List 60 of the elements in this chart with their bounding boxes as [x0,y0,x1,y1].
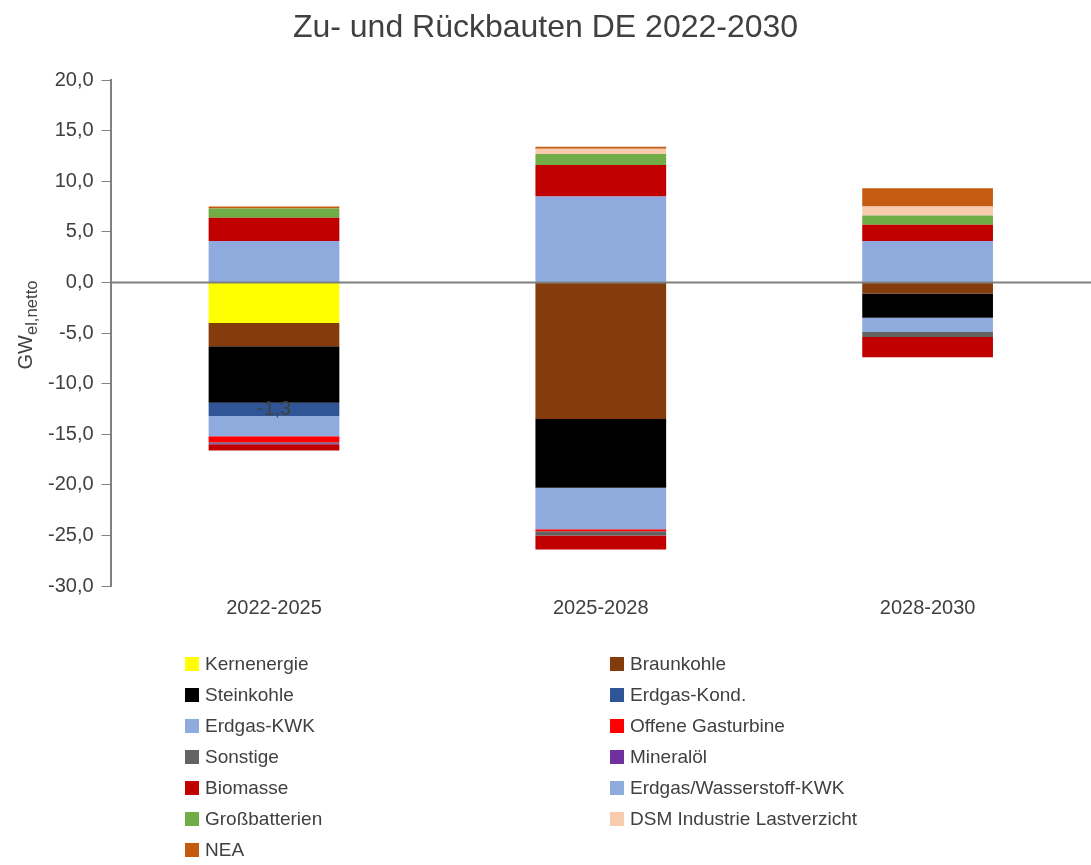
y-tick-label: -30,0 [47,573,94,596]
bar [535,148,667,154]
data-label: -1,3 [256,396,292,419]
bar [535,487,667,530]
x-tick-label: 2028-2030 [879,595,976,618]
bar [535,282,667,420]
legend-label: Braunkohle [630,652,727,675]
bar [862,337,993,358]
y-tick-label: -10,0 [47,371,94,394]
bar [208,436,340,443]
bar [535,419,667,488]
y-tick-label: 20,0 [54,67,94,90]
legend-label: Sonstige [205,745,279,768]
bar [208,282,340,323]
bar [862,282,993,294]
y-tick-label: 5,0 [65,219,94,242]
y-tick-label: 15,0 [54,118,94,141]
y-tick-label: -20,0 [47,472,94,495]
bar [208,322,340,347]
bar [862,206,993,216]
bar [208,444,340,451]
bar [535,529,667,532]
y-tick-label: 0,0 [65,269,94,292]
legend-label: Großbatterien [205,807,323,830]
bar [862,331,993,338]
x-tick-label: 2022-2025 [226,595,322,618]
bar [862,215,993,225]
chart-title: Zu- und Rückbauten DE 2022-2030 [291,8,800,45]
bar [535,196,667,282]
legend-label: DSM Industrie Lastverzicht [630,807,858,830]
legend-label: Biomasse [205,776,289,799]
bar [535,146,667,149]
legend-label: Offene Gasturbine [630,714,785,737]
bar [208,402,340,416]
y-tick-label: 10,0 [54,168,94,191]
y-tick-label: -5,0 [59,320,94,343]
bar [208,240,340,282]
legend-label: NEA [205,838,245,861]
bar [208,208,340,218]
y-tick-label: -15,0 [47,421,94,444]
x-tick-label: 2025-2028 [552,595,649,618]
bar [535,531,667,536]
bar [862,317,993,332]
bar [535,165,667,197]
y-tick-label: -25,0 [47,522,94,545]
legend-label: Mineralöl [630,745,708,768]
bar [535,535,667,550]
legend-label: Kernenergie [205,652,309,675]
bar [208,217,340,241]
bar [862,188,993,207]
legend-label: Steinkohle [205,683,294,706]
bar [208,346,340,403]
bar [862,240,993,282]
bar [862,224,993,241]
bar [208,206,340,209]
legend-label: Erdgas-KWK [205,714,315,737]
bar [535,153,667,166]
legend-label: Erdgas-Kond. [630,683,747,706]
bar [862,293,993,318]
legend-label: Erdgas/Wasserstoff-KWK [630,776,845,799]
